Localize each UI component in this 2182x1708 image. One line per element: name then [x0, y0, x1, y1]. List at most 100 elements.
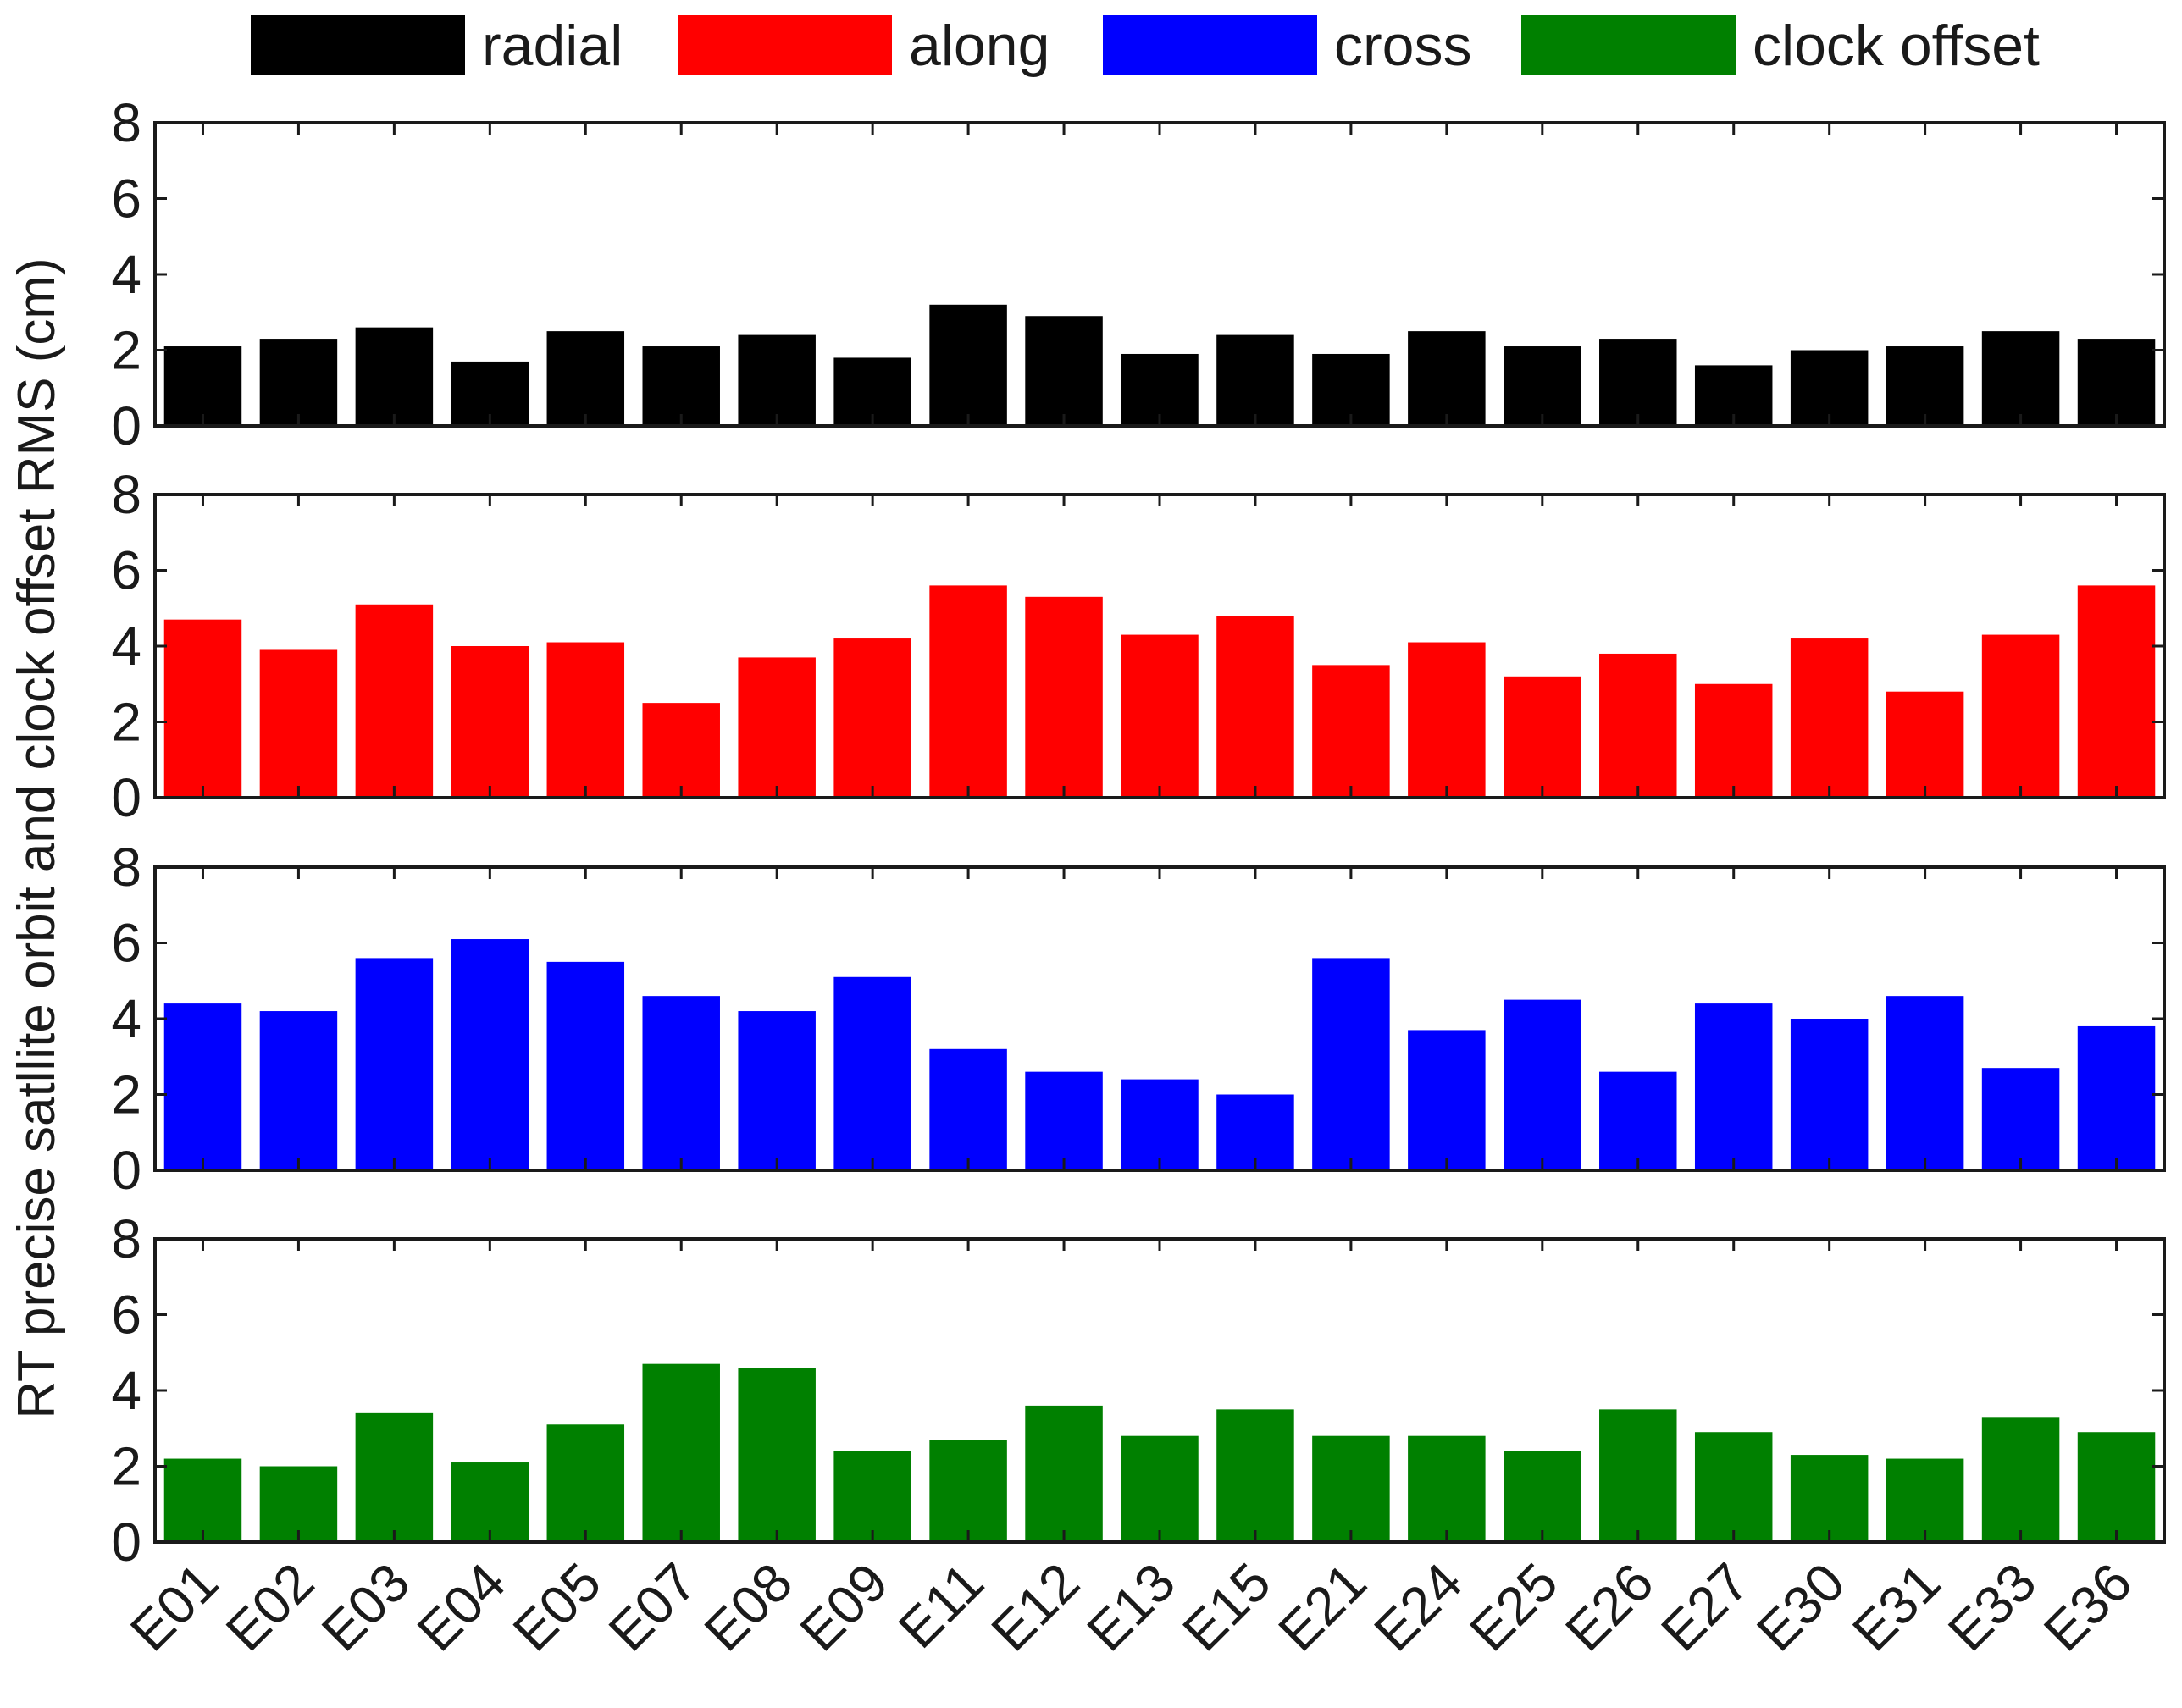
x-tick-label-E12: E12: [980, 1551, 1091, 1662]
bar-along-E26: [1599, 653, 1677, 798]
bar-cross-E26: [1599, 1071, 1677, 1170]
bar-along-E12: [1025, 596, 1103, 798]
bar-radial-E25: [1504, 346, 1581, 426]
bar-radial-E07: [642, 346, 720, 426]
bar-clock-offset-E11: [929, 1440, 1007, 1542]
y-tick-label: 2: [111, 320, 141, 381]
bar-along-E08: [738, 657, 816, 798]
bar-radial-E05: [546, 331, 625, 426]
bar-cross-E08: [738, 1011, 816, 1170]
legend-swatch-clock-offset: [1521, 15, 1736, 75]
bar-along-E30: [1790, 638, 1869, 798]
bar-cross-E05: [546, 961, 625, 1170]
bar-clock-offset-E03: [355, 1412, 434, 1542]
bar-along-E07: [642, 703, 720, 798]
legend-swatch-radial: [251, 15, 465, 75]
bar-cross-E24: [1408, 1030, 1486, 1170]
x-tick-label-E24: E24: [1362, 1551, 1473, 1662]
y-tick-label: 2: [111, 692, 141, 753]
y-tick-label: 8: [111, 464, 141, 525]
bar-cross-E11: [929, 1048, 1007, 1170]
bar-cross-E04: [451, 939, 529, 1170]
bar-cross-E31: [1886, 996, 1964, 1170]
bar-radial-E26: [1599, 339, 1677, 426]
bar-radial-E21: [1312, 353, 1390, 426]
y-tick-label: 6: [111, 540, 141, 601]
legend-label-clock-offset: clock offset: [1753, 14, 2040, 78]
x-tick-label-E36: E36: [2032, 1551, 2143, 1662]
bar-along-E09: [833, 638, 911, 798]
bar-radial-E36: [2077, 339, 2156, 426]
y-tick-label: 6: [111, 913, 141, 974]
panel-cross: 0 2 4 6 8: [111, 837, 2166, 1201]
bar-along-E03: [355, 604, 434, 798]
legend: radial along cross clock offset: [251, 14, 2040, 78]
x-tick-label-E31: E31: [1841, 1551, 1952, 1662]
x-tick-label-E15: E15: [1171, 1551, 1282, 1662]
panel-along: 0 2 4 6 8: [111, 464, 2166, 828]
bar-radial-E02: [259, 339, 338, 426]
x-tick-label-E07: E07: [597, 1551, 708, 1662]
bar-clock-offset-E07: [642, 1363, 720, 1542]
x-tick-label-E03: E03: [310, 1551, 421, 1662]
legend-label-cross: cross: [1334, 14, 1471, 78]
y-tick-label: 2: [111, 1436, 141, 1497]
bar-cross-E27: [1694, 1003, 1773, 1170]
bar-along-E21: [1312, 665, 1390, 798]
x-tick-label-E09: E09: [789, 1551, 900, 1662]
bar-along-E36: [2077, 585, 2156, 798]
bar-clock-offset-E15: [1216, 1409, 1294, 1542]
bar-along-E25: [1504, 676, 1581, 798]
x-tick-label-E26: E26: [1553, 1551, 1664, 1662]
bar-clock-offset-E21: [1312, 1435, 1390, 1542]
x-tick-label-E25: E25: [1458, 1551, 1569, 1662]
bar-clock-offset-E09: [833, 1451, 911, 1542]
bar-clock-offset-E13: [1121, 1435, 1199, 1542]
y-tick-label: 4: [111, 616, 141, 677]
bar-cross-E12: [1025, 1071, 1103, 1170]
bar-radial-E11: [929, 304, 1007, 426]
bar-along-E02: [259, 649, 338, 798]
legend-label-radial: radial: [482, 14, 623, 78]
bar-along-E05: [546, 642, 625, 798]
panels: 0 2 4 6 8 0 2 4 6 8 0 2 4 6 8 0 2 4 6 8: [111, 92, 2166, 1573]
bar-radial-E15: [1216, 334, 1294, 426]
bar-cross-E02: [259, 1011, 338, 1170]
y-tick-label: 8: [111, 1208, 141, 1269]
bar-cross-E25: [1504, 999, 1581, 1170]
bar-radial-E12: [1025, 316, 1103, 426]
bar-radial-E30: [1790, 350, 1869, 426]
bar-cross-E21: [1312, 958, 1390, 1170]
panel-clock-offset: 0 2 4 6 8: [111, 1208, 2166, 1573]
bar-along-E33: [1981, 634, 2060, 798]
bar-cross-E07: [642, 996, 720, 1170]
bar-clock-offset-E05: [546, 1424, 625, 1542]
bar-clock-offset-E25: [1504, 1451, 1581, 1542]
bar-clock-offset-E12: [1025, 1405, 1103, 1542]
bar-cross-E09: [833, 976, 911, 1170]
bar-radial-E03: [355, 327, 434, 426]
y-tick-label: 8: [111, 92, 141, 153]
bar-clock-offset-E30: [1790, 1455, 1869, 1542]
bar-radial-E08: [738, 334, 816, 426]
x-tick-label-E27: E27: [1649, 1551, 1760, 1662]
x-tick-label-E05: E05: [501, 1551, 612, 1662]
y-tick-label: 4: [111, 988, 141, 1049]
y-tick-label: 0: [111, 395, 141, 456]
bar-radial-E01: [163, 346, 242, 426]
y-tick-label: 6: [111, 1285, 141, 1346]
bar-cross-E03: [355, 958, 434, 1170]
bar-along-E27: [1694, 683, 1773, 798]
bar-radial-E24: [1408, 331, 1486, 426]
bar-cross-E30: [1790, 1019, 1869, 1170]
x-tick-label-E11: E11: [887, 1551, 995, 1660]
y-tick-label: 0: [111, 1512, 141, 1573]
legend-swatch-cross: [1103, 15, 1317, 75]
x-tick-label-E08: E08: [693, 1551, 804, 1662]
y-tick-label: 4: [111, 244, 141, 305]
x-tick-label-E21: E21: [1266, 1551, 1377, 1662]
y-tick-label: 4: [111, 1360, 141, 1421]
y-tick-label: 8: [111, 837, 141, 898]
